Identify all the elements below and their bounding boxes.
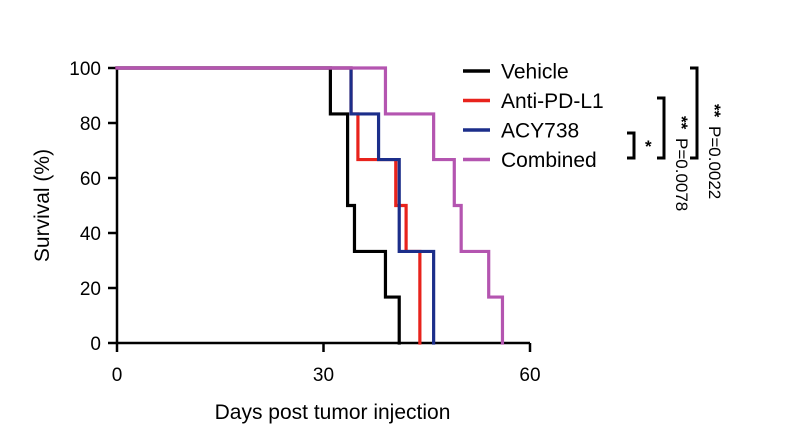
significance-annotations: ***P=0.0078**P=0.0022 xyxy=(627,66,724,211)
y-axis-title: Survival (%) xyxy=(31,149,54,262)
p-value-label: P=0.0078 xyxy=(672,138,691,211)
x-tick-label: 60 xyxy=(519,365,540,386)
bracket-vehicle-vs-combined xyxy=(690,66,699,160)
p-value-label: P=0.0022 xyxy=(705,126,724,199)
y-tick-label: 80 xyxy=(80,114,101,135)
x-axis-title: Days post tumor injection xyxy=(215,401,451,424)
legend-label: Combined xyxy=(501,149,597,172)
legend-label: Vehicle xyxy=(501,61,569,84)
significance-stars: ** xyxy=(672,116,691,130)
series-layer xyxy=(115,66,505,345)
axes: 0 20 40 60 80 100 0 30 60 Days post tumor injecti… xyxy=(31,59,541,424)
x-tick-label: 30 xyxy=(313,365,334,386)
legend: Vehicle Anti-PD-L1 ACY738 Combined xyxy=(463,61,604,172)
y-tick-label: 100 xyxy=(69,59,101,80)
bracket-acy738-vs-combined xyxy=(627,131,636,160)
survival-curve-acy738 xyxy=(115,66,436,345)
survival-curve-vehicle xyxy=(115,66,401,345)
significance-label-group: ** P=0.0078 xyxy=(672,116,691,211)
y-tick-label: 60 xyxy=(80,169,101,190)
survival-curve-anti-pd-l1 xyxy=(115,66,422,345)
survival-curve-combined xyxy=(115,66,505,345)
legend-label: ACY738 xyxy=(501,120,579,143)
y-tick-label: 0 xyxy=(90,334,101,355)
x-tick-label: 0 xyxy=(112,365,123,386)
y-tick-label: 40 xyxy=(80,224,101,245)
significance-stars: ** xyxy=(705,104,724,118)
significance-stars: * xyxy=(645,137,652,156)
significance-label-group: ** P=0.0022 xyxy=(705,104,724,199)
y-tick-label: 20 xyxy=(80,279,101,300)
legend-label: Anti-PD-L1 xyxy=(501,90,604,113)
bracket-anti-pd-l1-vs-combined xyxy=(657,96,666,160)
